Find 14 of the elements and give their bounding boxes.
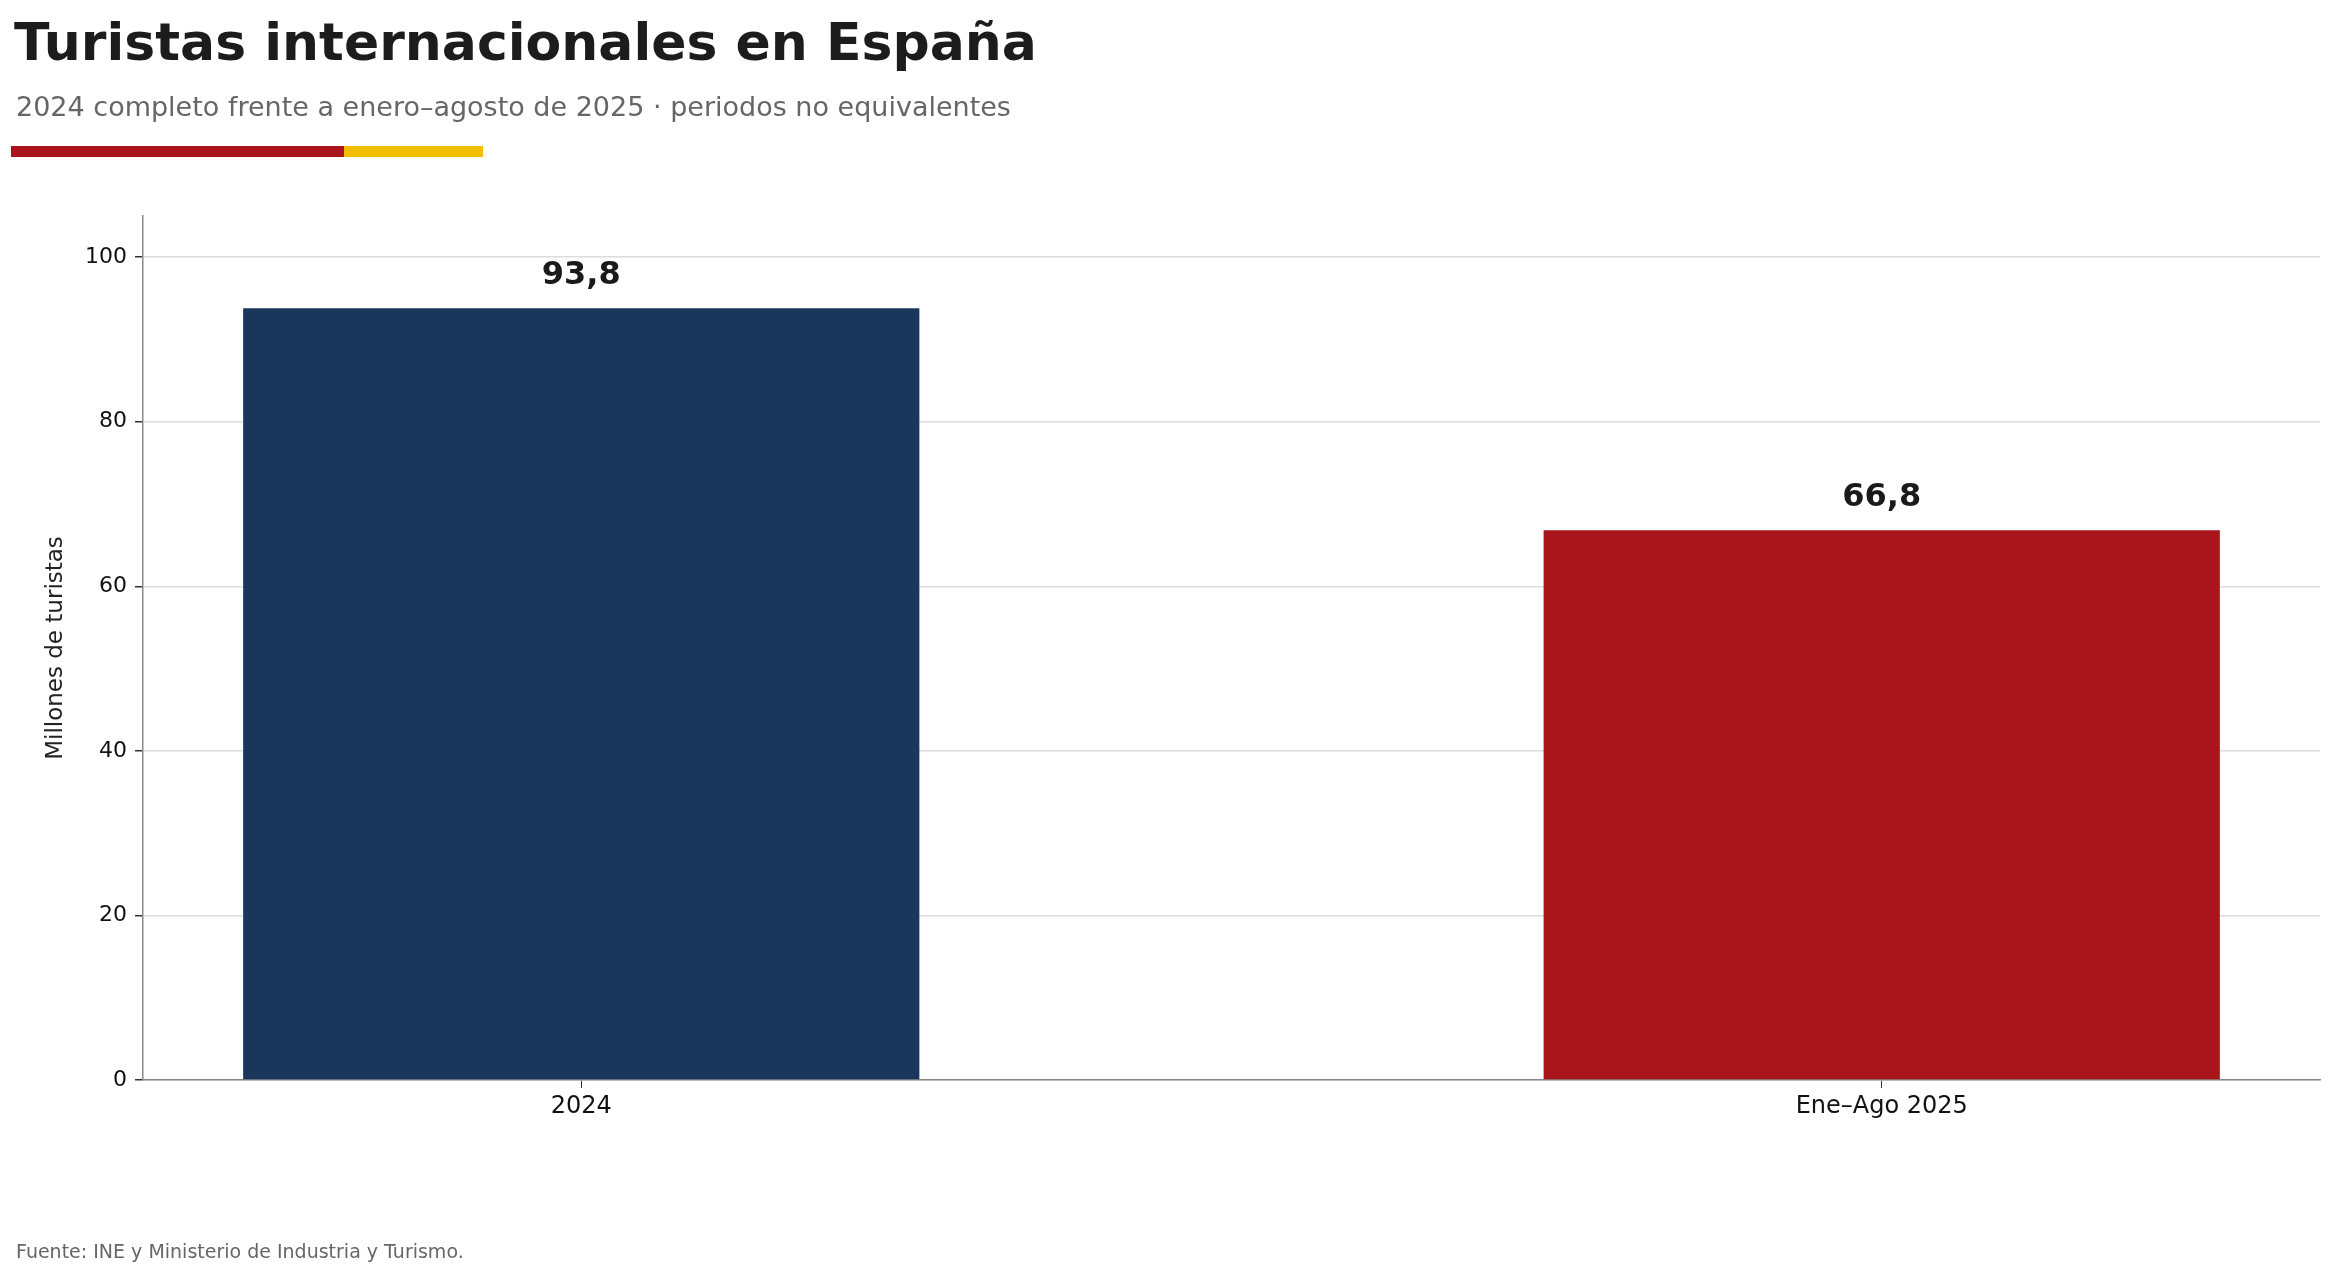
y-tick-label: 20 [99,901,127,927]
x-tick-label: Ene–Ago 2025 [1795,1090,1968,1119]
y-tick-label: 40 [99,736,127,762]
y-tick-label: 100 [85,242,127,268]
y-tick-label: 80 [99,407,127,433]
x-tick-label: 2024 [550,1090,612,1119]
data-label: 66,8 [1842,476,1922,515]
chart-title: Turistas internacionales en España [14,12,1037,72]
y-tick-label: 0 [113,1065,127,1091]
source-note: Fuente: INE y Ministerio de Industria y Turismo. [16,1240,464,1262]
y-tick-label: 60 [99,572,127,597]
data-label: 93,8 [541,254,621,293]
chart-subtitle: 2024 completo frente a enero–agosto de 2025 · periodos no equivalentes [16,91,1011,122]
y-axis-title: Millones de turistas [40,536,67,760]
